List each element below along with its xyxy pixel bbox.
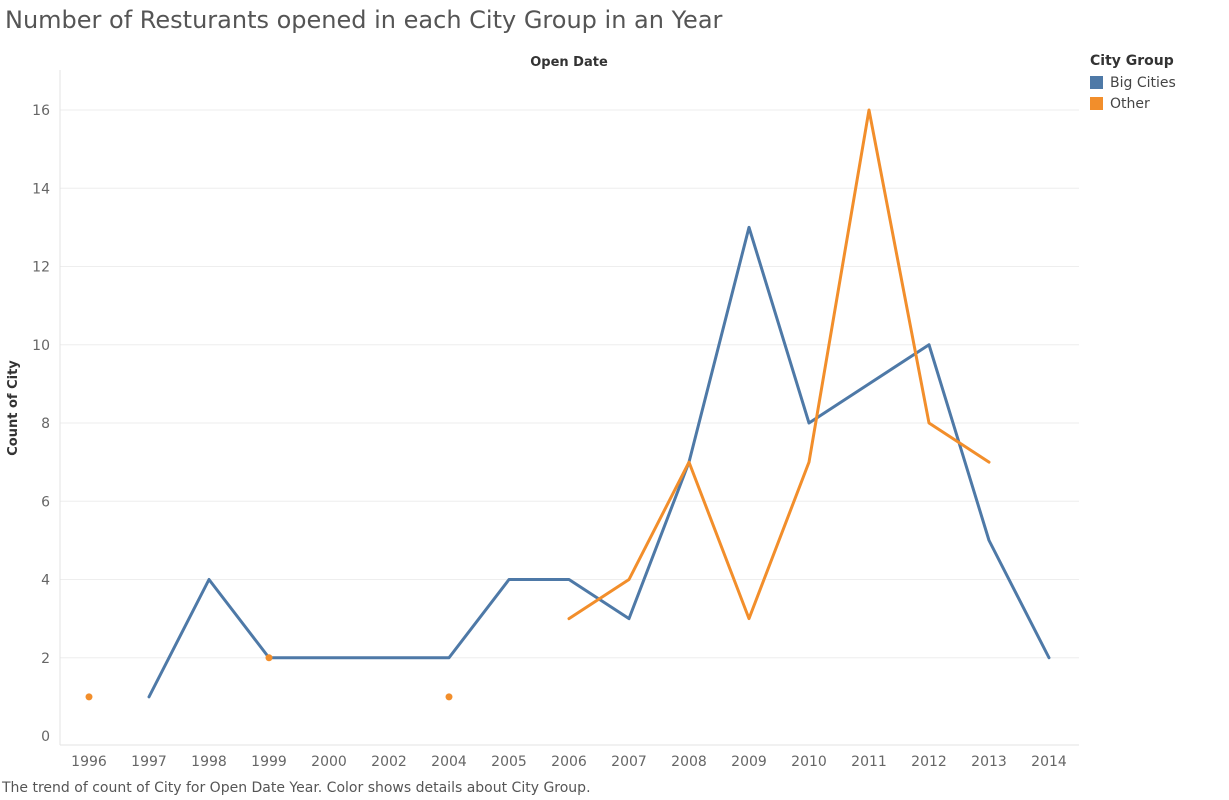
point-other[interactable] [445, 693, 453, 701]
x-tick-label: 2006 [551, 754, 587, 770]
x-tick-label: 2008 [671, 754, 707, 770]
x-tick-label: 1999 [251, 754, 287, 770]
x-tick-label: 2007 [611, 754, 647, 770]
y-axis-title: Count of City [6, 360, 21, 456]
legend-label: Big Cities [1110, 74, 1176, 91]
x-tick-label: 2014 [1031, 754, 1067, 770]
chart-title: Number of Resturants opened in each City… [5, 6, 723, 34]
y-tick-label: 6 [41, 494, 50, 510]
y-tick-label: 10 [32, 338, 50, 354]
series-line-big-cities[interactable] [147, 225, 1051, 699]
chart-caption: The trend of count of City for Open Date… [2, 780, 591, 796]
y-tick-label: 12 [32, 260, 50, 276]
legend-swatch-other [1090, 97, 1103, 110]
legend-label: Other [1110, 95, 1150, 112]
y-tick-label: 0 [41, 729, 50, 745]
legend-swatch-big-cities [1090, 76, 1103, 89]
x-axis-ticks: 1996 1997 1998 1999 2000 2002 2004 2005 2006 2007… [71, 754, 1067, 770]
x-tick-label: 1996 [71, 754, 107, 770]
y-tick-label: 8 [41, 416, 50, 432]
y-tick-label: 16 [32, 103, 50, 119]
y-axis-ticks: 0 2 4 6 8 10 12 14 16 [32, 103, 50, 745]
legend-title: City Group [1090, 53, 1174, 69]
legend-item-other[interactable]: Other [1090, 93, 1176, 114]
point-other[interactable] [85, 693, 93, 701]
x-tick-label: 2011 [851, 754, 887, 770]
x-tick-label: 2013 [971, 754, 1007, 770]
series-line-other[interactable] [567, 108, 991, 621]
x-tick-label: 2000 [311, 754, 347, 770]
x-tick-label: 2004 [431, 754, 467, 770]
x-tick-label: 2009 [731, 754, 767, 770]
y-tick-label: 2 [41, 651, 50, 667]
x-tick-label: 2005 [491, 754, 527, 770]
x-tick-label: 1997 [131, 754, 167, 770]
x-tick-label: 2002 [371, 754, 407, 770]
series-lines [85, 108, 1051, 701]
x-tick-label: 2010 [791, 754, 827, 770]
legend: City Group Big Cities Other [1090, 53, 1176, 114]
x-tick-label: 1998 [191, 754, 227, 770]
x-tick-label: 2012 [911, 754, 947, 770]
point-other[interactable] [265, 654, 273, 662]
y-tick-label: 14 [32, 181, 50, 197]
y-tick-label: 4 [41, 573, 50, 589]
legend-item-big-cities[interactable]: Big Cities [1090, 72, 1176, 93]
x-axis-title: Open Date [530, 55, 608, 70]
